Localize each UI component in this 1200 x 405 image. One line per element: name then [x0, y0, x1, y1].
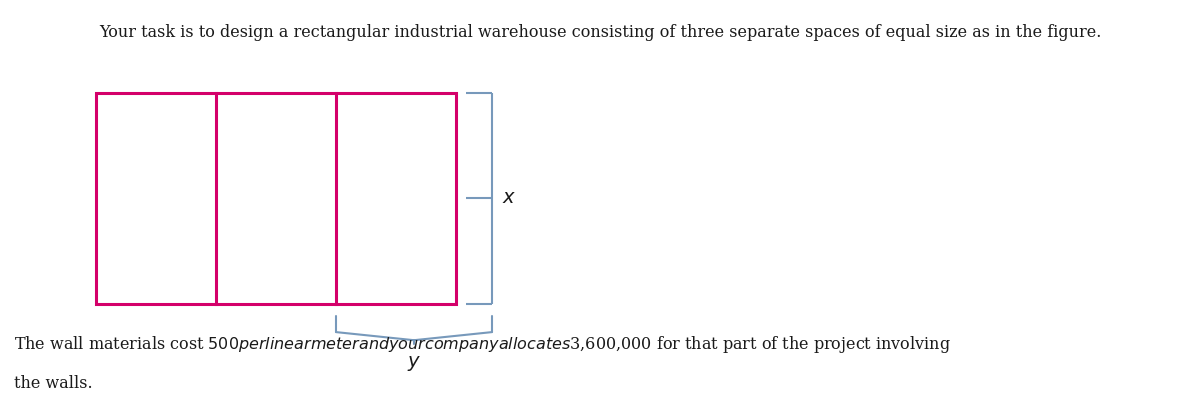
Text: $y$: $y$	[407, 354, 421, 373]
Bar	[96, 93, 456, 304]
Text: the walls.: the walls.	[14, 375, 94, 392]
Text: Your task is to design a rectangular industrial warehouse consisting of three se: Your task is to design a rectangular ind…	[98, 24, 1102, 41]
Text: The wall materials cost $500 per linear meter and your company allocates $3,600,: The wall materials cost $500 per linear …	[14, 334, 952, 355]
Text: $x$: $x$	[502, 190, 516, 207]
